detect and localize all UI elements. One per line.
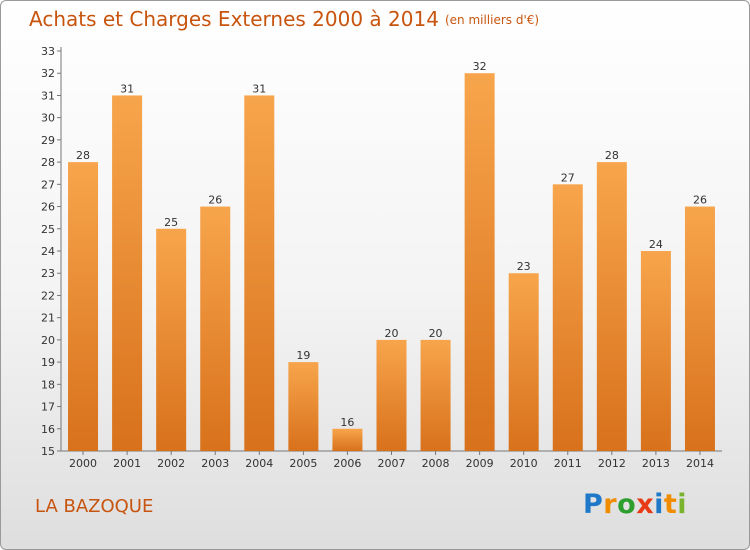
y-tick-label: 15 bbox=[41, 445, 55, 458]
y-tick-label: 33 bbox=[41, 45, 55, 58]
logo-letter: t bbox=[663, 489, 678, 520]
x-tick-label: 2004 bbox=[245, 457, 273, 470]
bar bbox=[332, 428, 363, 451]
x-tick-label: 2002 bbox=[157, 457, 185, 470]
town-name: LA BAZOQUE bbox=[35, 496, 154, 517]
x-tick-label: 2009 bbox=[466, 457, 494, 470]
x-tick-label: 2000 bbox=[69, 457, 97, 470]
y-tick-label: 18 bbox=[41, 378, 55, 391]
logo-letter: o bbox=[617, 489, 637, 520]
data-label: 20 bbox=[385, 327, 399, 340]
bar bbox=[508, 273, 539, 451]
y-tick-label: 19 bbox=[41, 356, 55, 369]
y-tick-label: 32 bbox=[41, 67, 55, 80]
bar bbox=[376, 339, 407, 451]
logo-letter: i bbox=[677, 489, 688, 520]
x-tick-label: 2011 bbox=[554, 457, 582, 470]
bar bbox=[552, 184, 583, 452]
logo-letter: r bbox=[603, 489, 618, 520]
data-label: 27 bbox=[561, 171, 575, 184]
data-label: 31 bbox=[252, 82, 266, 95]
data-label: 25 bbox=[164, 216, 178, 229]
x-tick-label: 2003 bbox=[201, 457, 229, 470]
data-label: 23 bbox=[517, 260, 531, 273]
logo-letter: x bbox=[636, 489, 655, 520]
chart-subtitle: (en milliers d'€) bbox=[444, 13, 540, 27]
bar bbox=[640, 251, 671, 451]
data-label: 26 bbox=[208, 194, 222, 207]
data-label: 16 bbox=[340, 416, 354, 429]
data-label: 31 bbox=[120, 82, 134, 95]
proxiti-logo: Proxiti bbox=[583, 489, 687, 520]
data-label: 26 bbox=[693, 194, 707, 207]
data-label: 28 bbox=[76, 149, 90, 162]
y-tick-label: 29 bbox=[41, 134, 55, 147]
y-tick-label: 22 bbox=[41, 289, 55, 302]
x-tick-label: 2012 bbox=[598, 457, 626, 470]
y-tick-label: 26 bbox=[41, 201, 55, 214]
logo-letter: i bbox=[654, 489, 664, 520]
y-tick-label: 24 bbox=[41, 245, 55, 258]
x-tick-label: 2014 bbox=[686, 457, 714, 470]
chart-title: Achats et Charges Externes 2000 à 2014 (e… bbox=[29, 7, 539, 31]
x-tick-label: 2005 bbox=[289, 457, 317, 470]
bar bbox=[420, 339, 451, 451]
y-tick-label: 30 bbox=[41, 112, 55, 125]
x-tick-label: 2006 bbox=[333, 457, 361, 470]
bar bbox=[244, 95, 275, 451]
bar bbox=[596, 162, 627, 451]
data-label: 28 bbox=[605, 149, 619, 162]
chart-title-text: Achats et Charges Externes 2000 à 2014 bbox=[29, 7, 439, 31]
y-tick-label: 16 bbox=[41, 423, 55, 436]
bar bbox=[684, 206, 715, 451]
y-tick-label: 20 bbox=[41, 334, 55, 347]
x-tick-label: 2001 bbox=[113, 457, 141, 470]
x-tick-label: 2008 bbox=[422, 457, 450, 470]
y-tick-label: 21 bbox=[41, 312, 55, 325]
y-tick-label: 27 bbox=[41, 178, 55, 191]
x-tick-label: 2007 bbox=[378, 457, 406, 470]
bar bbox=[156, 228, 187, 451]
logo-letter: P bbox=[583, 489, 604, 520]
bar bbox=[68, 162, 99, 451]
y-tick-label: 23 bbox=[41, 267, 55, 280]
data-label: 24 bbox=[649, 238, 663, 251]
data-label: 32 bbox=[473, 60, 487, 73]
y-tick-label: 17 bbox=[41, 401, 55, 414]
y-tick-label: 31 bbox=[41, 89, 55, 102]
bar bbox=[288, 362, 319, 451]
bar bbox=[200, 206, 231, 451]
x-tick-label: 2010 bbox=[510, 457, 538, 470]
data-label: 19 bbox=[296, 349, 310, 362]
y-tick-label: 25 bbox=[41, 223, 55, 236]
data-label: 20 bbox=[429, 327, 443, 340]
bar bbox=[464, 73, 495, 451]
bar bbox=[112, 95, 143, 451]
x-tick-label: 2013 bbox=[642, 457, 670, 470]
y-tick-label: 28 bbox=[41, 156, 55, 169]
